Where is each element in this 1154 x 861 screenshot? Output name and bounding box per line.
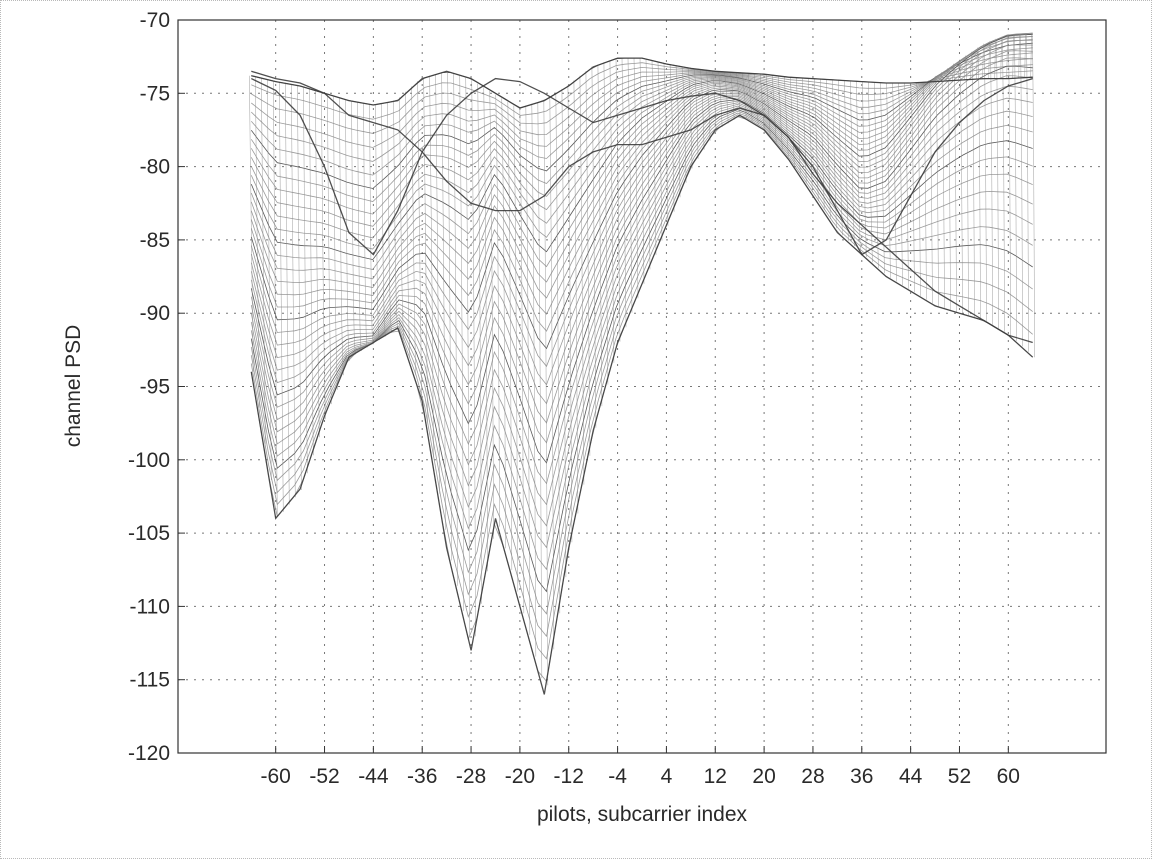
x-tick-label: -60	[261, 765, 291, 788]
x-tick-label: 28	[801, 765, 824, 788]
mesh-rib-line	[490, 91, 494, 539]
x-tick-label: -20	[505, 765, 535, 788]
mesh-row-line	[251, 65, 1032, 134]
x-tick-label: -52	[309, 765, 339, 788]
mesh-rib-line	[418, 81, 422, 393]
mesh-rib-line	[538, 102, 542, 678]
mesh-rib-line	[364, 104, 368, 348]
mesh-rib-line	[436, 74, 440, 494]
mesh-rib-line	[862, 82, 866, 257]
mesh-rib-line	[983, 44, 987, 321]
mesh-rib-line	[941, 73, 945, 309]
mesh-rib-line	[1007, 35, 1011, 336]
x-tick-label: 20	[752, 765, 775, 788]
series-line	[251, 115, 1032, 694]
x-tick-label: 44	[899, 765, 923, 788]
mesh-row-line	[251, 106, 1032, 547]
mesh-rib-line	[646, 60, 650, 270]
mesh-rib-line	[844, 81, 848, 241]
x-tick-label: 60	[997, 765, 1020, 788]
x-tick-label: -4	[608, 765, 627, 788]
mesh-rib-line	[580, 76, 584, 485]
mesh-rib-line	[1031, 33, 1035, 357]
y-tick-label: -90	[140, 302, 170, 325]
mesh-rib-line	[586, 71, 590, 456]
y-tick-label: -85	[140, 229, 170, 252]
y-tick-label: -95	[140, 376, 170, 399]
x-tick-label: 52	[948, 765, 971, 788]
y-tick-label: -115	[130, 669, 170, 692]
mesh-rib-line	[929, 80, 933, 303]
x-axis-title: pilots, subcarrier index	[537, 803, 748, 826]
series-line	[251, 71, 1032, 342]
mesh-rib-line	[959, 60, 963, 314]
y-tick-label: -120	[128, 742, 170, 765]
y-axis-title: channel PSD	[62, 325, 85, 448]
mesh-rib-line	[604, 62, 608, 384]
mesh-rib-line	[1001, 37, 1005, 332]
y-tick-label: -70	[140, 9, 170, 32]
mesh-row-line	[251, 117, 1032, 682]
y-tick-label: -105	[128, 522, 170, 545]
mesh-rib-line	[358, 103, 362, 351]
mesh-rib-line	[1013, 34, 1017, 341]
mesh-rib-line	[267, 80, 271, 480]
x-tick-label: 12	[704, 765, 727, 788]
mesh-rib-line	[814, 79, 818, 201]
surface-mesh	[249, 33, 1034, 694]
mesh-rib-line	[526, 106, 530, 635]
mesh-rib-line	[610, 60, 614, 363]
mesh-row-line	[251, 58, 1032, 331]
mesh-rib-line	[315, 91, 319, 437]
y-tick-label: -110	[130, 595, 170, 618]
x-tick-label: 4	[661, 765, 673, 788]
mesh-rib-line	[333, 97, 337, 390]
x-tick-label: -44	[358, 765, 389, 788]
mesh-row-line	[251, 76, 1032, 367]
mesh-rib-line	[965, 56, 969, 315]
mesh-rib-line	[303, 88, 307, 474]
y-tick-label: -100	[128, 449, 170, 472]
y-tick-label: -75	[140, 82, 170, 105]
x-tick-label: 36	[850, 765, 873, 788]
x-tick-label: -36	[407, 765, 437, 788]
mesh-rib-line	[279, 83, 283, 512]
mesh-rib-line	[1019, 34, 1023, 347]
mesh-rib-line	[628, 58, 632, 313]
mesh-rib-line	[297, 86, 301, 490]
y-tick-label: -80	[140, 156, 170, 179]
x-tick-label: -28	[456, 765, 486, 788]
mesh-rib-line	[995, 39, 999, 328]
mesh-rib-line	[508, 102, 512, 570]
x-tick-label: -12	[554, 765, 584, 788]
mesh-rib-line	[989, 42, 993, 325]
mesh-rib-line	[544, 100, 548, 686]
mesh-rib-line	[466, 78, 470, 637]
mesh-rib-line	[352, 101, 356, 354]
mesh-rib-line	[460, 76, 464, 611]
mesh-rib-line	[291, 85, 295, 497]
